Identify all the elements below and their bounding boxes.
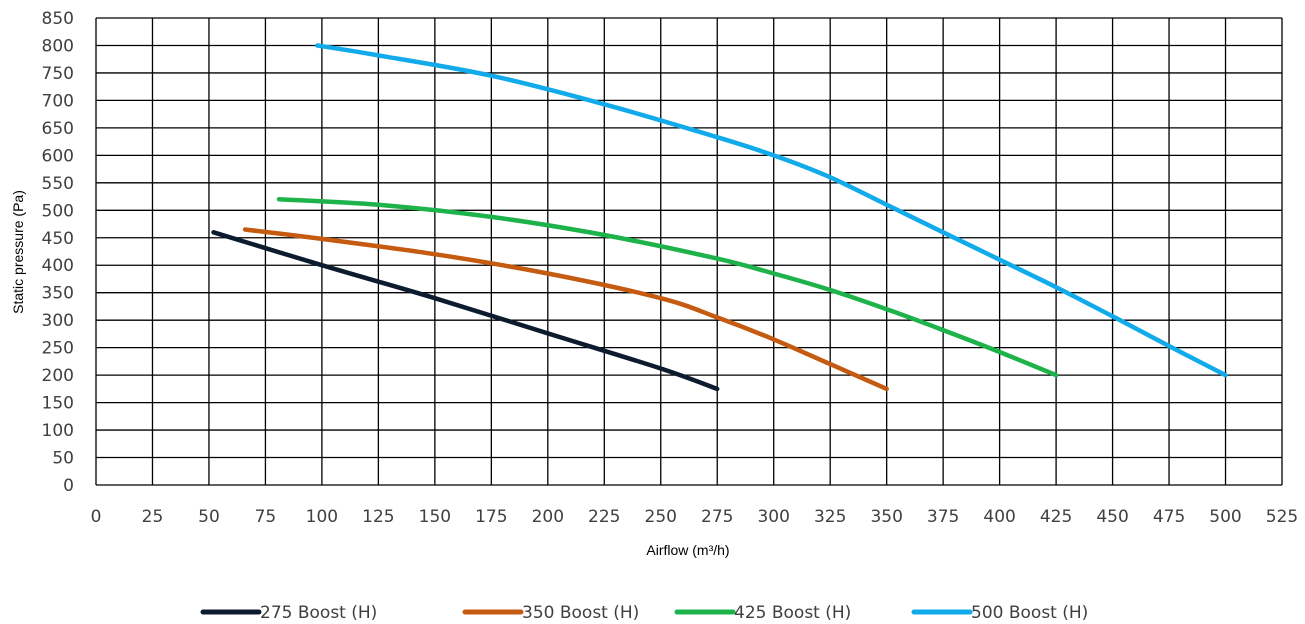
x-tick-label: 225 <box>588 507 620 527</box>
y-axis-title: Static pressure (Pa) <box>10 190 26 314</box>
x-tick-label: 425 <box>1040 507 1072 527</box>
y-tick-label: 400 <box>42 256 74 276</box>
x-tick-label: 200 <box>532 507 564 527</box>
x-tick-label: 300 <box>757 507 789 527</box>
y-tick-label: 450 <box>42 229 74 249</box>
x-axis-title: Airflow (m³/h) <box>646 542 729 558</box>
x-tick-label: 75 <box>255 507 277 527</box>
legend-label: 350 Boost (H) <box>522 603 639 623</box>
y-tick-label: 200 <box>42 366 74 386</box>
x-tick-label: 350 <box>870 507 902 527</box>
series-line-425 <box>276 197 1059 378</box>
y-tick-label: 700 <box>42 91 74 111</box>
series-line-275 <box>211 230 720 392</box>
y-axis-ticks: 0 50 100 150 200 250 300 350 400 450 500 550 600 650 7… <box>42 9 74 496</box>
y-tick-label: 800 <box>42 36 74 56</box>
x-tick-label: 500 <box>1209 507 1241 527</box>
y-tick-label: 850 <box>42 9 74 29</box>
series-line-350 <box>242 227 889 392</box>
y-tick-label: 150 <box>42 394 74 414</box>
x-tick-label: 250 <box>645 507 677 527</box>
y-tick-label: 500 <box>42 201 74 221</box>
y-tick-label: 300 <box>42 311 74 331</box>
chart-legend: 275 Boost (H) 350 Boost (H) 425 Boost (H) 5… <box>200 603 1088 623</box>
legend-label: 275 Boost (H) <box>260 603 377 623</box>
legend-label: 500 Boost (H) <box>971 603 1088 623</box>
x-tick-label: 150 <box>419 507 451 527</box>
series-line-500 <box>315 43 1228 378</box>
x-tick-label: 325 <box>814 507 846 527</box>
plot-grid <box>95 17 1283 486</box>
x-tick-label: 175 <box>475 507 507 527</box>
x-tick-label: 375 <box>927 507 959 527</box>
y-tick-label: 50 <box>52 449 74 469</box>
x-tick-label: 25 <box>142 507 164 527</box>
x-axis-ticks: 0 25 50 75 100 125 150 175 200 225 250 275 300 325 350… <box>91 507 1299 527</box>
y-tick-label: 550 <box>42 174 74 194</box>
y-tick-label: 0 <box>63 476 74 496</box>
x-tick-label: 125 <box>362 507 394 527</box>
x-tick-label: 100 <box>306 507 338 527</box>
x-tick-label: 50 <box>198 507 220 527</box>
y-tick-label: 100 <box>42 421 74 441</box>
x-tick-label: 0 <box>91 507 102 527</box>
x-tick-label: 450 <box>1096 507 1128 527</box>
x-tick-label: 475 <box>1153 507 1185 527</box>
x-tick-label: 525 <box>1266 507 1298 527</box>
y-tick-label: 750 <box>42 64 74 84</box>
y-tick-label: 600 <box>42 146 74 166</box>
x-tick-label: 400 <box>983 507 1015 527</box>
series-lines <box>211 43 1228 392</box>
y-tick-label: 650 <box>42 119 74 139</box>
y-tick-label: 250 <box>42 339 74 359</box>
legend-label: 425 Boost (H) <box>734 603 851 623</box>
x-tick-label: 275 <box>701 507 733 527</box>
y-tick-label: 350 <box>42 284 74 304</box>
